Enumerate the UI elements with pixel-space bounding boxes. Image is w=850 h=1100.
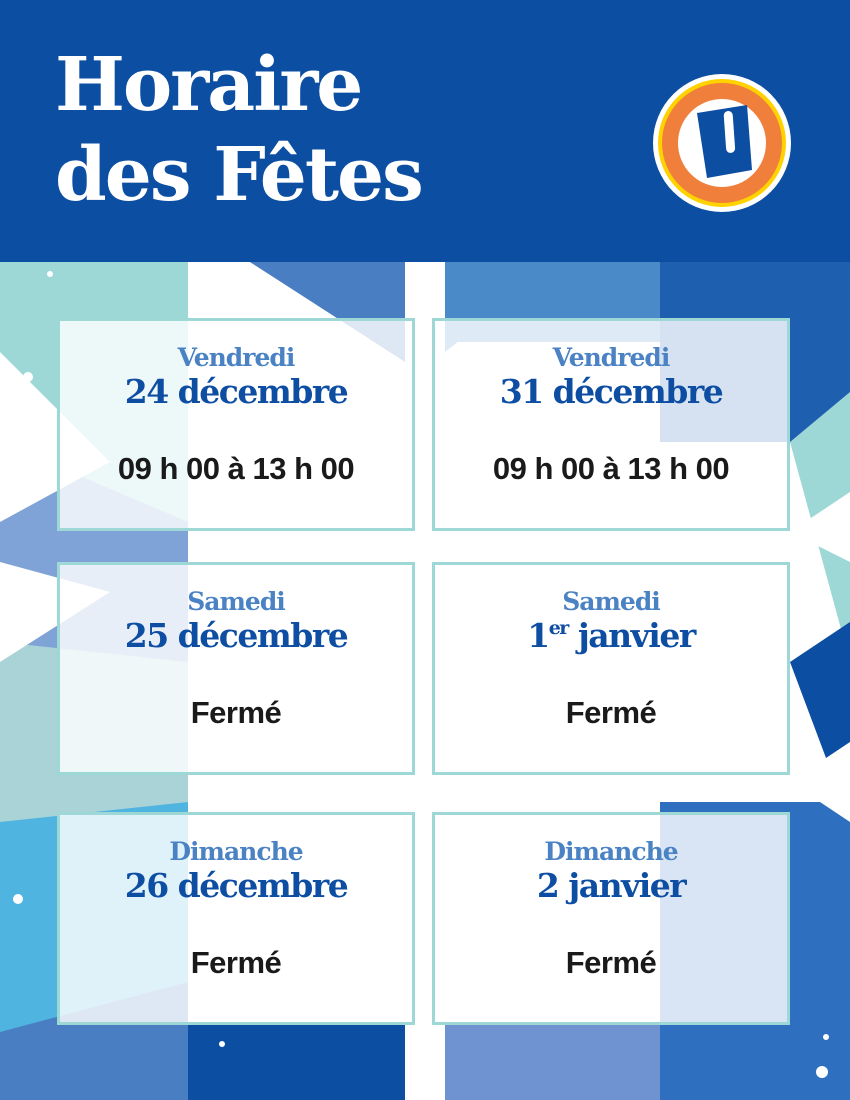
day-label: Vendredi [177, 343, 296, 372]
day-label: Vendredi [552, 343, 671, 372]
hours-label: Fermé [565, 695, 657, 730]
date-label: 25 décembre [124, 616, 349, 655]
day-label: Dimanche [544, 837, 678, 866]
schedule-card: Samedi 1er janvier Fermé [432, 562, 790, 775]
date-label: 1er janvier [527, 616, 696, 655]
schedule-card: Vendredi 24 décembre 09 h 00 à 13 h 00 [57, 318, 415, 531]
schedule-card: Dimanche 26 décembre Fermé [57, 812, 415, 1025]
schedule-card: Samedi 25 décembre Fermé [57, 562, 415, 775]
page-title: Horaire des Fêtes [55, 40, 424, 220]
day-label: Samedi [562, 587, 661, 616]
schedule-card: Vendredi 31 décembre 09 h 00 à 13 h 00 [432, 318, 790, 531]
date-label: 31 décembre [499, 372, 724, 411]
date-label: 2 janvier [536, 866, 687, 905]
hours-label: Fermé [565, 945, 657, 980]
hours-label: 09 h 00 à 13 h 00 [117, 451, 355, 486]
hours-label: Fermé [190, 695, 282, 730]
hours-label: Fermé [190, 945, 282, 980]
title-line-2: des Fêtes [55, 132, 424, 218]
u-logo-icon [653, 74, 791, 212]
day-label: Samedi [187, 587, 286, 616]
day-label: Dimanche [169, 837, 303, 866]
date-label: 26 décembre [124, 866, 349, 905]
hours-label: 09 h 00 à 13 h 00 [492, 451, 730, 486]
schedule-card: Dimanche 2 janvier Fermé [432, 812, 790, 1025]
header-banner: Horaire des Fêtes [0, 0, 850, 262]
title-line-1: Horaire [55, 42, 363, 128]
date-label: 24 décembre [124, 372, 349, 411]
